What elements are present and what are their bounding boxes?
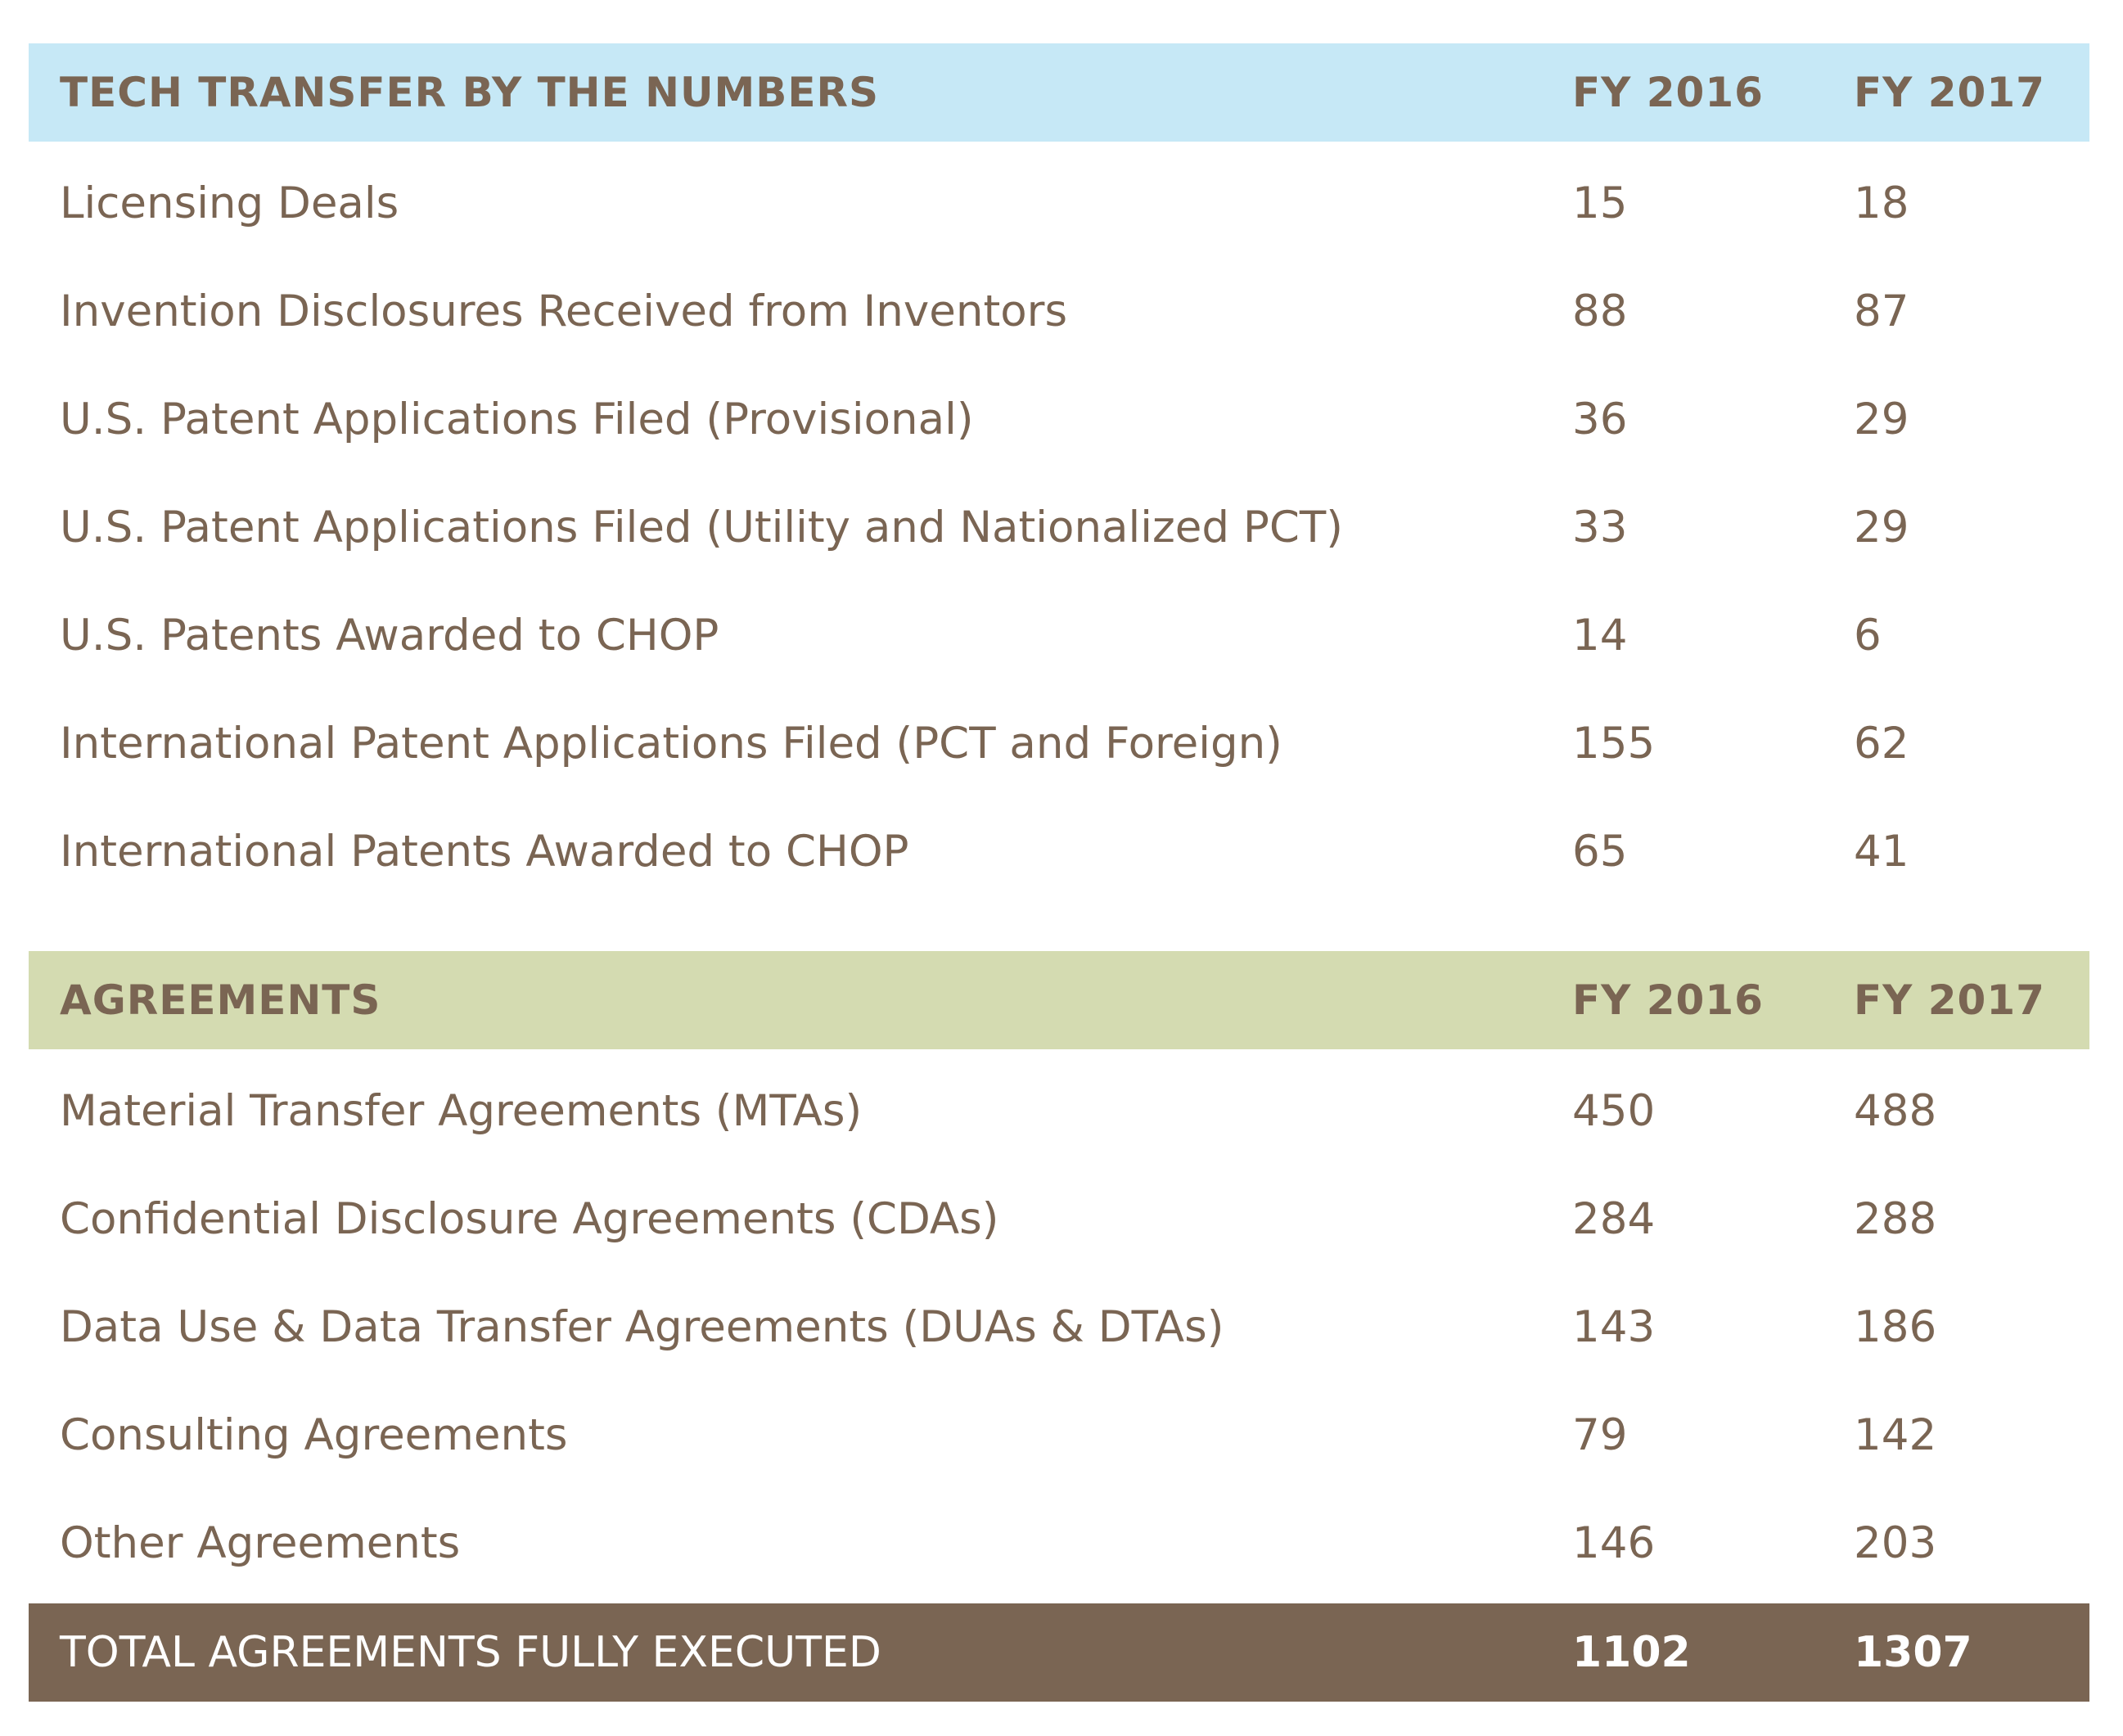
value-fy2017: 6 [1854, 610, 1882, 661]
section-title: AGREEMENTS [60, 976, 381, 1024]
section-title: TECH TRANSFER BY THE NUMBERS [60, 69, 880, 116]
agreements-table: Material Transfer Agreements (MTAs) 450 48… [29, 1057, 2089, 1597]
table-row: U.S. Patent Applications Filed (Utility … [29, 473, 2089, 581]
value-fy2016: 88 [1572, 286, 1628, 336]
row-label: Consulting Agreements [60, 1409, 568, 1460]
value-fy2017: 41 [1854, 826, 1909, 877]
row-label: U.S. Patent Applications Filed (Utility … [60, 502, 1343, 552]
value-fy2017: 62 [1854, 718, 1909, 769]
table-row: Confidential Disclosure Agreements (CDAs… [29, 1165, 2089, 1273]
value-fy2017: 87 [1854, 286, 1909, 336]
row-label: U.S. Patent Applications Filed (Provisio… [60, 394, 974, 444]
column-header-fy2017: FY 2017 [1854, 976, 2045, 1024]
total-label: TOTAL AGREEMENTS FULLY EXECUTED [60, 1628, 881, 1677]
column-header-fy2016: FY 2016 [1572, 976, 1764, 1024]
table-row: Invention Disclosures Received from Inve… [29, 257, 2089, 365]
row-label: Other Agreements [60, 1517, 461, 1568]
row-label: Invention Disclosures Received from Inve… [60, 286, 1068, 336]
table-row: U.S. Patent Applications Filed (Provisio… [29, 365, 2089, 473]
value-fy2016: 15 [1572, 178, 1628, 228]
total-fy2017: 1307 [1854, 1628, 1972, 1677]
table-row: Licensing Deals 15 18 [29, 149, 2089, 257]
table-row: Consulting Agreements 79 142 [29, 1381, 2089, 1489]
table-row: Data Use & Data Transfer Agreements (DUA… [29, 1273, 2089, 1381]
table-row: International Patents Awarded to CHOP 65 4… [29, 797, 2089, 905]
value-fy2017: 29 [1854, 502, 1909, 552]
value-fy2017: 288 [1854, 1193, 1937, 1244]
value-fy2016: 14 [1572, 610, 1628, 661]
value-fy2016: 155 [1572, 718, 1656, 769]
table-row: U.S. Patents Awarded to CHOP 14 6 [29, 581, 2089, 689]
value-fy2017: 186 [1854, 1301, 1937, 1352]
value-fy2017: 203 [1854, 1517, 1937, 1568]
value-fy2016: 79 [1572, 1409, 1628, 1460]
tech-transfer-table: Licensing Deals 15 18 Invention Disclosure… [29, 149, 2089, 905]
row-label: Material Transfer Agreements (MTAs) [60, 1085, 863, 1136]
column-header-fy2017: FY 2017 [1854, 69, 2045, 116]
table-row: International Patent Applications Filed … [29, 689, 2089, 797]
value-fy2016: 284 [1572, 1193, 1656, 1244]
value-fy2016: 36 [1572, 394, 1628, 444]
value-fy2016: 65 [1572, 826, 1628, 877]
column-header-fy2016: FY 2016 [1572, 69, 1764, 116]
tech-transfer-header: TECH TRANSFER BY THE NUMBERS FY 2016 FY … [29, 43, 2089, 142]
total-row: TOTAL AGREEMENTS FULLY EXECUTED 1102 130… [29, 1603, 2089, 1702]
value-fy2017: 29 [1854, 394, 1909, 444]
row-label: International Patent Applications Filed … [60, 718, 1282, 769]
value-fy2016: 146 [1572, 1517, 1656, 1568]
value-fy2016: 33 [1572, 502, 1628, 552]
row-label: International Patents Awarded to CHOP [60, 826, 909, 877]
value-fy2017: 142 [1854, 1409, 1937, 1460]
table-row: Other Agreements 146 203 [29, 1489, 2089, 1597]
row-label: U.S. Patents Awarded to CHOP [60, 610, 719, 661]
total-fy2016: 1102 [1572, 1628, 1691, 1677]
row-label: Confidential Disclosure Agreements (CDAs… [60, 1193, 999, 1244]
value-fy2016: 450 [1572, 1085, 1656, 1136]
agreements-header: AGREEMENTS FY 2016 FY 2017 [29, 951, 2089, 1049]
value-fy2017: 18 [1854, 178, 1909, 228]
value-fy2016: 143 [1572, 1301, 1656, 1352]
value-fy2017: 488 [1854, 1085, 1937, 1136]
row-label: Licensing Deals [60, 178, 399, 228]
row-label: Data Use & Data Transfer Agreements (DUA… [60, 1301, 1224, 1352]
table-row: Material Transfer Agreements (MTAs) 450 48… [29, 1057, 2089, 1165]
